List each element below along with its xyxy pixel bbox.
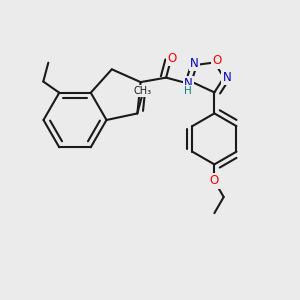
Text: O: O	[167, 52, 177, 65]
Text: N: N	[184, 77, 193, 90]
Text: H: H	[184, 86, 191, 96]
Text: N: N	[223, 71, 231, 84]
Text: N: N	[190, 57, 199, 70]
Text: O: O	[212, 55, 221, 68]
Text: O: O	[210, 174, 219, 188]
Text: CH₃: CH₃	[134, 86, 152, 96]
